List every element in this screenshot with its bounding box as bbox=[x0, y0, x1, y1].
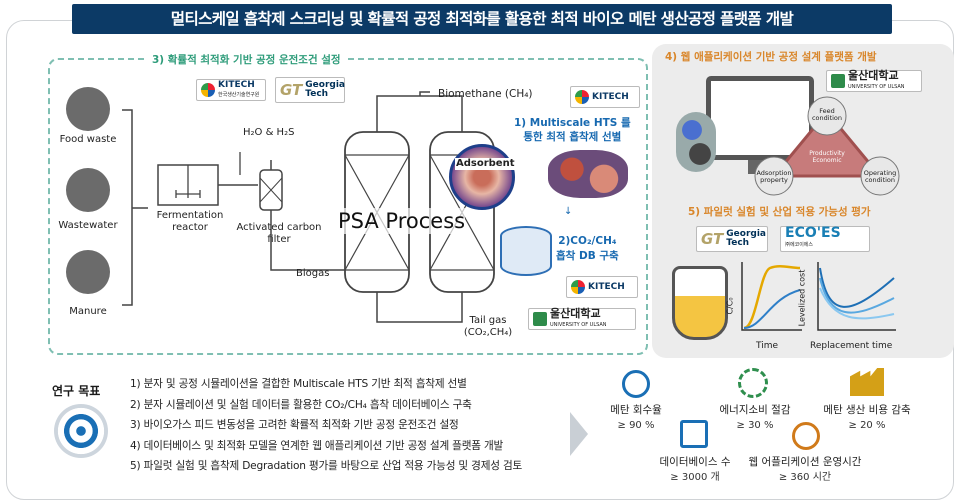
kpi-value: ≥ 20 % bbox=[848, 420, 886, 431]
levelized-cost-chart bbox=[817, 262, 896, 331]
gatech-gt-icon: GT bbox=[280, 81, 303, 99]
molecule-icon bbox=[622, 370, 650, 398]
kpi-label: 에너지소비 절감 bbox=[719, 404, 791, 416]
goal-item: 4) 데이터베이스 및 최적화 모델을 연계한 웹 애플리케이션 기반 공정 설… bbox=[130, 439, 504, 452]
arrow-right-icon bbox=[570, 412, 588, 456]
goals-list: 1) 분자 및 공정 시뮬레이션을 결합한 Multiscale HTS 기반 … bbox=[130, 374, 522, 477]
goal-item: 3) 바이오가스 피드 변동성을 고려한 확률적 최적화 기반 공정 운전조건 … bbox=[130, 419, 459, 431]
goal-item: 1) 분자 및 공정 시뮬레이션을 결합한 Multiscale HTS 기반 … bbox=[130, 378, 467, 390]
replacement-time-axis-label: Replacement time bbox=[810, 341, 893, 351]
levelized-cost-axis-label: Levelized cost bbox=[797, 269, 807, 327]
kpi-value: ≥ 360 시간 bbox=[778, 472, 832, 483]
energy-cycle-icon bbox=[738, 368, 768, 398]
adsorbent-icon bbox=[449, 144, 515, 210]
gatech-logo-2: GT Georgia Tech bbox=[696, 226, 768, 252]
cc0-axis-label: C/C₀ bbox=[725, 297, 735, 315]
manure-icon bbox=[66, 250, 110, 294]
gatech-logo: GT Georgia Tech bbox=[275, 77, 345, 103]
fermentation-reactor-label: Fermentation reactor bbox=[156, 210, 224, 233]
carbon-filter-label: Activated carbon filter bbox=[236, 222, 322, 245]
kitech-logo-icon bbox=[575, 90, 589, 104]
goal-item: 5) 파일럿 실험 및 흡착제 Degradation 평가를 바탕으로 산업 … bbox=[130, 460, 523, 472]
psa-process-label: PSA Process bbox=[338, 208, 466, 234]
process-panel bbox=[48, 58, 648, 355]
feed-condition-label: Feed condition bbox=[811, 107, 843, 122]
ulsan-emblem-icon bbox=[533, 312, 547, 326]
clock-icon bbox=[792, 422, 820, 450]
arrow-down-icon: ↓ bbox=[564, 206, 573, 217]
section-5-title: 5) 파일럿 실험 및 산업 적용 가능성 평가 bbox=[688, 206, 871, 218]
kpi-value: ≥ 3000 개 bbox=[670, 472, 720, 483]
page-title: 멀티스케일 흡착제 스크리닝 및 확률적 공정 최적화를 활용한 최적 바이오 … bbox=[72, 4, 892, 34]
kitech-logo-icon bbox=[571, 280, 585, 294]
adsorbent-label: Adsorbent bbox=[455, 158, 516, 170]
adsorption-property-label: Adsorption property bbox=[756, 169, 792, 184]
productivity-label: Productivity Economic bbox=[809, 150, 845, 164]
optimization-triangle bbox=[754, 96, 900, 196]
ulsan-logo-2: 울산대학교 UNIVERSITY OF ULSAN bbox=[826, 70, 922, 92]
section-2-title: 2)CO₂/CH₄ 흡착 DB 구축 bbox=[556, 235, 619, 262]
breakthrough-curve-chart bbox=[741, 262, 802, 331]
goals-heading: 연구 목표 bbox=[52, 384, 101, 398]
kpi-label: 웹 어플리케이션 운영시간 bbox=[748, 456, 862, 468]
kitech-logo-2: KITECH bbox=[570, 86, 640, 108]
tail-gas-label: Tail gas (CO₂,CH₄) bbox=[463, 315, 513, 338]
molecule-3d-icon bbox=[676, 112, 716, 172]
kitech-logo-3: KITECH bbox=[566, 276, 638, 298]
food-waste-icon bbox=[66, 87, 110, 131]
database-icon bbox=[500, 226, 552, 276]
kpi-label: 데이터베이스 수 bbox=[659, 456, 731, 468]
kpi-value: ≥ 90 % bbox=[617, 420, 655, 431]
ulsan-logo: 울산대학교 UNIVERSITY OF ULSAN bbox=[528, 308, 636, 330]
molecular-structure-icon bbox=[548, 150, 628, 198]
goal-item: 2) 분자 시뮬레이션 및 실험 데이터를 활용한 CO₂/CH₄ 흡착 데이터… bbox=[130, 398, 472, 411]
wastewater-icon bbox=[66, 168, 110, 212]
disk-icon bbox=[680, 420, 708, 448]
target-icon bbox=[54, 404, 108, 458]
food-waste-label: Food waste bbox=[59, 134, 117, 145]
biomethane-label: Biomethane (CH₄) bbox=[438, 88, 533, 100]
time-axis-label: Time bbox=[756, 341, 779, 351]
ecoes-logo: ECO'ES ㈜에코이에스 bbox=[780, 226, 870, 252]
wastewater-label: Wastewater bbox=[58, 220, 118, 231]
kpi-value: ≥ 30 % bbox=[736, 420, 774, 431]
h2o-h2s-label: H₂O & H₂S bbox=[243, 127, 295, 138]
kitech-logo-icon bbox=[201, 83, 215, 97]
section-3-title: 3) 확률적 최적화 기반 공정 운전조건 설정 bbox=[148, 52, 345, 67]
kpi-label: 메탄 회수율 bbox=[610, 404, 662, 416]
section-1-title: 1) Multiscale HTS 를 통한 최적 흡착제 선별 bbox=[514, 117, 631, 143]
manure-label: Manure bbox=[69, 306, 107, 317]
kitech-logo: KITECH 한국생산기술연구원 bbox=[196, 79, 266, 101]
kpi-label: 메탄 생산 비용 감축 bbox=[823, 404, 911, 416]
gatech-gt-icon: GT bbox=[701, 230, 724, 248]
operating-condition-label: Operating condition bbox=[863, 169, 897, 184]
flask-icon bbox=[672, 266, 728, 340]
ulsan-emblem-icon bbox=[831, 74, 845, 88]
biogas-label: Biogas bbox=[296, 268, 330, 279]
section-4-title: 4) 웹 애플리케이션 기반 공정 설계 플랫폼 개발 bbox=[665, 51, 877, 63]
